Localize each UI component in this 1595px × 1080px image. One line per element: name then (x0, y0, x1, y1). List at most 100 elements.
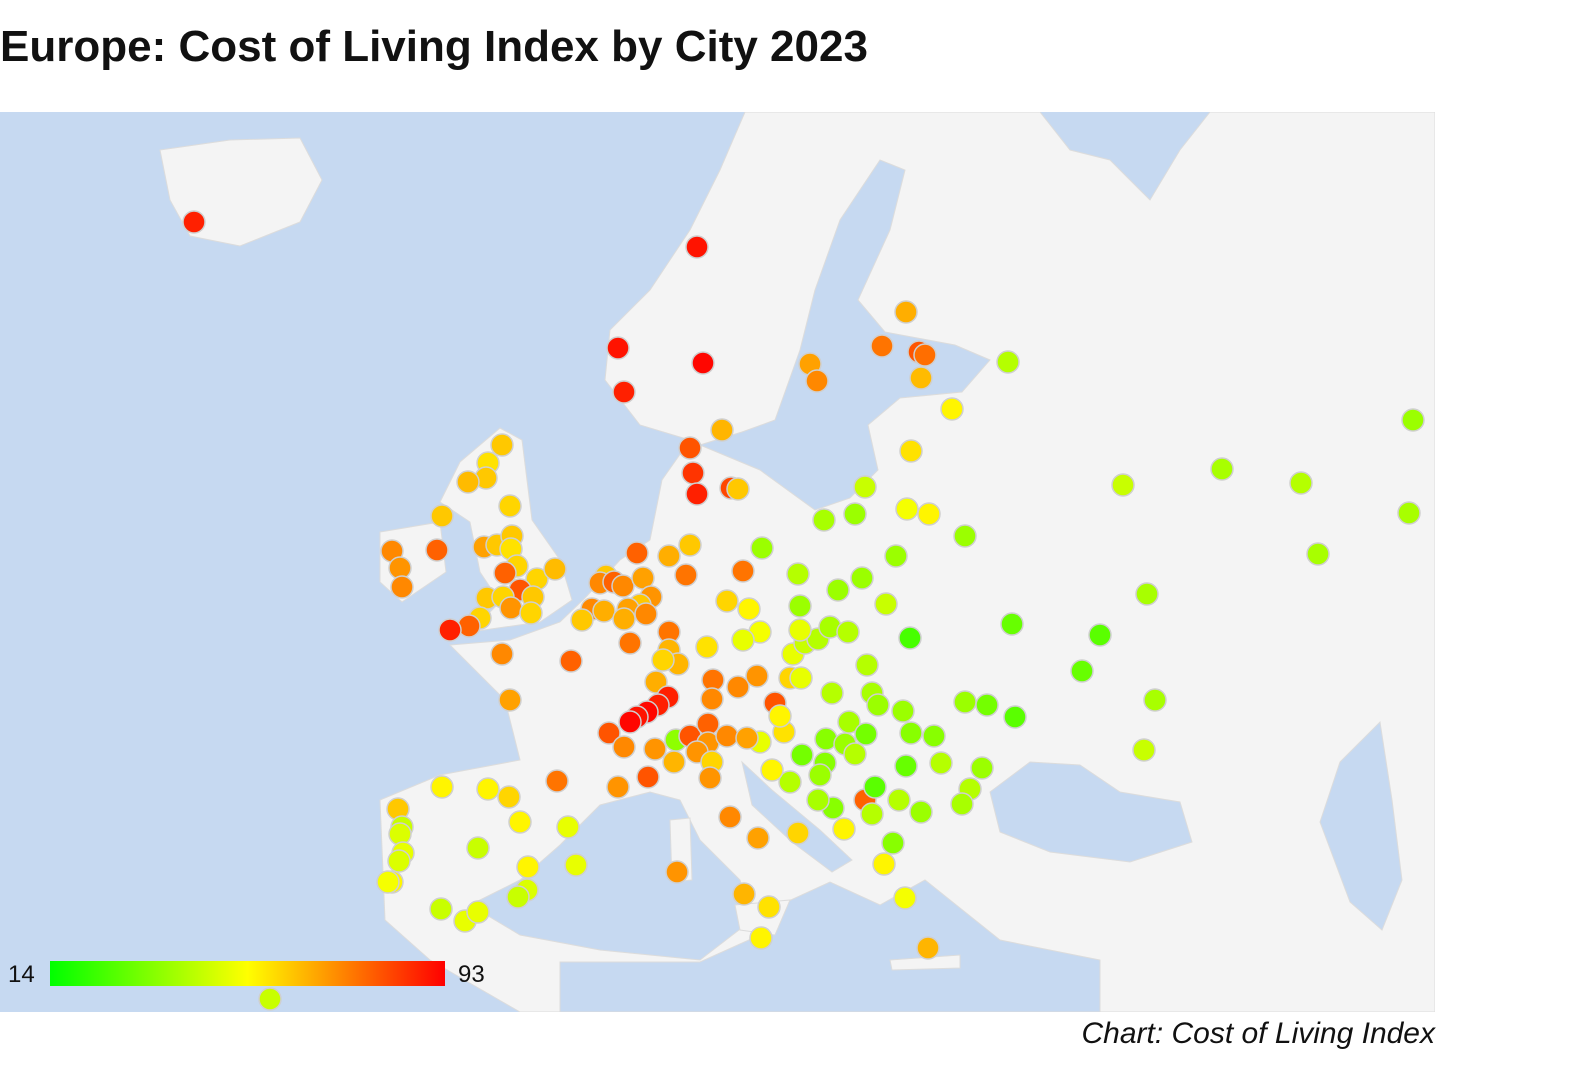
city-point[interactable] (913, 343, 937, 367)
city-point[interactable] (570, 608, 594, 632)
city-point[interactable] (786, 821, 810, 845)
city-point[interactable] (490, 642, 514, 666)
city-point[interactable] (497, 785, 521, 809)
city-point[interactable] (806, 788, 830, 812)
city-point[interactable] (909, 366, 933, 390)
city-point[interactable] (1070, 659, 1094, 683)
city-point[interactable] (258, 987, 282, 1011)
city-point[interactable] (456, 470, 480, 494)
city-point[interactable] (559, 649, 583, 673)
city-point[interactable] (891, 699, 915, 723)
city-point[interactable] (516, 855, 540, 879)
city-point[interactable] (651, 648, 675, 672)
city-point[interactable] (618, 631, 642, 655)
city-point[interactable] (866, 693, 890, 717)
city-point[interactable] (606, 336, 630, 360)
city-point[interactable] (746, 826, 770, 850)
city-point[interactable] (1111, 473, 1135, 497)
city-point[interactable] (808, 763, 832, 787)
city-point[interactable] (543, 557, 567, 581)
city-point[interactable] (894, 300, 918, 324)
city-point[interactable] (760, 758, 784, 782)
city-point[interactable] (950, 792, 974, 816)
city-point[interactable] (592, 599, 616, 623)
city-point[interactable] (836, 620, 860, 644)
city-point[interactable] (940, 397, 964, 421)
city-point[interactable] (700, 687, 724, 711)
city-point[interactable] (466, 836, 490, 860)
city-point[interactable] (893, 886, 917, 910)
city-point[interactable] (826, 578, 850, 602)
city-point[interactable] (545, 769, 569, 793)
city-point[interactable] (438, 618, 462, 642)
city-point[interactable] (611, 574, 635, 598)
city-point[interactable] (718, 805, 742, 829)
city-point[interactable] (429, 897, 453, 921)
city-point[interactable] (812, 508, 836, 532)
city-point[interactable] (895, 497, 919, 521)
city-point[interactable] (850, 566, 874, 590)
city-point[interactable] (881, 831, 905, 855)
city-point[interactable] (749, 926, 773, 950)
city-point[interactable] (898, 626, 922, 650)
city-point[interactable] (1000, 612, 1024, 636)
city-point[interactable] (737, 597, 761, 621)
city-point[interactable] (665, 860, 689, 884)
city-point[interactable] (853, 475, 877, 499)
city-point[interactable] (1132, 738, 1156, 762)
city-point[interactable] (390, 575, 414, 599)
city-point[interactable] (674, 563, 698, 587)
city-point[interactable] (556, 815, 580, 839)
city-point[interactable] (182, 210, 206, 234)
city-point[interactable] (499, 596, 523, 620)
city-point[interactable] (726, 675, 750, 699)
city-point[interactable] (430, 775, 454, 799)
city-point[interactable] (768, 704, 792, 728)
city-point[interactable] (618, 710, 642, 734)
city-point[interactable] (678, 533, 702, 557)
city-point[interactable] (1210, 457, 1234, 481)
city-point[interactable] (922, 724, 946, 748)
city-point[interactable] (735, 726, 759, 750)
city-point[interactable] (953, 690, 977, 714)
city-point[interactable] (678, 436, 702, 460)
city-point[interactable] (916, 936, 940, 960)
city-point[interactable] (457, 614, 481, 638)
city-point[interactable] (387, 849, 411, 873)
city-point[interactable] (710, 418, 734, 442)
city-point[interactable] (863, 775, 887, 799)
city-point[interactable] (612, 735, 636, 759)
city-point[interactable] (715, 589, 739, 613)
city-point[interactable] (466, 900, 490, 924)
city-point[interactable] (894, 754, 918, 778)
city-point[interactable] (643, 737, 667, 761)
city-point[interactable] (606, 775, 630, 799)
city-point[interactable] (899, 721, 923, 745)
city-point[interactable] (874, 592, 898, 616)
city-point[interactable] (788, 594, 812, 618)
city-point[interactable] (1306, 542, 1330, 566)
city-point[interactable] (508, 810, 532, 834)
city-point[interactable] (498, 688, 522, 712)
city-point[interactable] (778, 770, 802, 794)
city-point[interactable] (854, 722, 878, 746)
city-point[interactable] (564, 853, 588, 877)
city-point[interactable] (953, 524, 977, 548)
city-point[interactable] (732, 882, 756, 906)
city-point[interactable] (832, 817, 856, 841)
city-point[interactable] (490, 433, 514, 457)
city-point[interactable] (1088, 623, 1112, 647)
city-point[interactable] (681, 461, 705, 485)
city-point[interactable] (376, 870, 400, 894)
city-point[interactable] (870, 334, 894, 358)
city-point[interactable] (996, 350, 1020, 374)
city-point[interactable] (860, 802, 884, 826)
city-point[interactable] (691, 351, 715, 375)
city-point[interactable] (745, 664, 769, 688)
city-point[interactable] (789, 666, 813, 690)
city-point[interactable] (425, 538, 449, 562)
city-point[interactable] (519, 601, 543, 625)
city-point[interactable] (662, 750, 686, 774)
city-point[interactable] (970, 756, 994, 780)
city-point[interactable] (820, 681, 844, 705)
